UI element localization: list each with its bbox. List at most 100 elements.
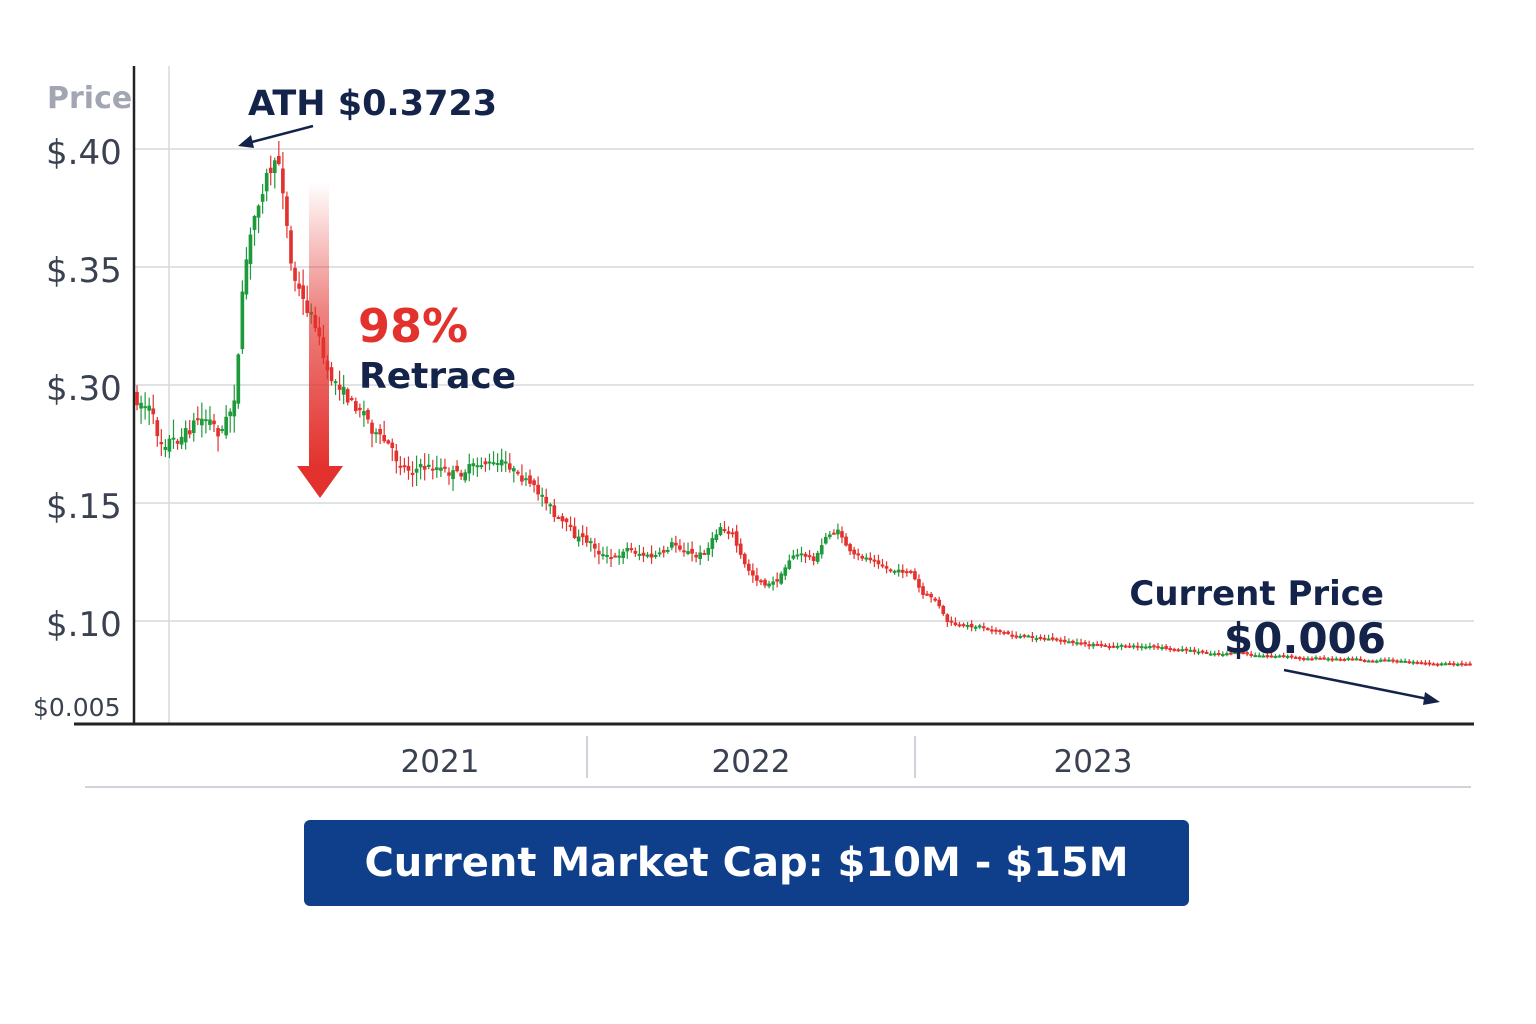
candle-body	[892, 570, 897, 573]
candle-body	[896, 569, 901, 573]
ath-arrow	[247, 124, 314, 145]
candle-body	[1200, 650, 1205, 653]
candle-body	[1439, 663, 1444, 666]
candle-body	[1058, 639, 1063, 642]
candle-body	[1010, 634, 1014, 637]
candle-body	[240, 291, 245, 350]
candle-body	[657, 552, 662, 555]
candle-body	[836, 529, 840, 535]
candle-body	[305, 300, 310, 313]
candle-body	[937, 599, 942, 607]
candle-body	[410, 472, 415, 475]
candle-body	[1253, 655, 1258, 658]
candle-body	[807, 555, 812, 558]
candle-body	[848, 544, 852, 552]
candle-body	[1054, 638, 1059, 641]
candle-body	[204, 419, 208, 422]
candle-body	[1407, 661, 1412, 664]
candle-body	[524, 478, 528, 481]
candle-body	[1038, 636, 1043, 639]
retrace-arrowhead	[297, 466, 343, 498]
candle-body	[386, 440, 391, 444]
candle-body	[451, 470, 455, 480]
candle-body	[216, 428, 220, 437]
candle-body	[167, 438, 172, 452]
candle-body	[1127, 645, 1132, 648]
candle-body	[228, 411, 233, 417]
candle-body	[147, 405, 152, 411]
candle-body	[191, 420, 196, 434]
candle-body	[613, 555, 617, 558]
candle-body	[686, 551, 690, 554]
market-cap-banner: Current Market Cap: $10M - $15M	[304, 820, 1189, 906]
candle-body	[763, 579, 767, 586]
candle-body	[435, 467, 439, 471]
candle-body	[990, 629, 994, 632]
candle-body	[1180, 649, 1185, 652]
candle-body	[1002, 631, 1006, 634]
candle-body	[414, 468, 419, 473]
candle-body	[844, 536, 848, 546]
candle-body	[690, 548, 694, 554]
candle-body	[179, 436, 184, 445]
market-cap-text: Current Market Cap: $10M - $15M	[364, 840, 1129, 886]
candle-body	[1423, 662, 1428, 665]
candle-body	[856, 553, 861, 556]
candle-body	[759, 580, 763, 583]
candle-body	[746, 563, 751, 571]
candle-body	[969, 623, 974, 628]
candle-body	[1042, 637, 1047, 640]
candle-body	[418, 464, 423, 468]
ath-label: ATH $0.3723	[248, 84, 497, 124]
candle-body	[382, 435, 386, 442]
candle-body	[572, 526, 577, 539]
candle-body	[787, 560, 792, 569]
candle-body	[718, 527, 723, 536]
candle-body	[329, 367, 334, 382]
candle-body	[645, 554, 650, 557]
candle-body	[443, 466, 447, 469]
candle-body	[900, 569, 905, 573]
candle-body	[1342, 658, 1347, 661]
candle-body	[528, 475, 532, 484]
candle-body	[917, 578, 921, 588]
candle-body	[252, 216, 257, 230]
candle-body	[1087, 644, 1091, 647]
candle-body	[495, 462, 500, 465]
candle-body	[941, 605, 946, 614]
candle-body	[775, 579, 779, 582]
candle-body	[1269, 655, 1274, 658]
candle-body	[516, 471, 520, 474]
candle-body	[945, 614, 950, 622]
candle-body	[1067, 641, 1071, 644]
candle-body	[1374, 660, 1379, 663]
candle-body	[678, 545, 682, 550]
candle-body	[637, 553, 642, 556]
candle-body	[649, 553, 654, 558]
candle-body	[1354, 658, 1359, 661]
candle-body	[1103, 644, 1108, 647]
candle-body	[1172, 648, 1177, 651]
candle-body	[799, 553, 804, 556]
candle-body	[961, 624, 966, 627]
candle-body	[1119, 644, 1124, 647]
candle-body	[665, 549, 670, 552]
candle-body	[868, 557, 873, 561]
candle-body	[260, 194, 265, 202]
candle-body	[986, 628, 990, 631]
candle-body	[349, 398, 354, 401]
candle-body	[402, 465, 407, 468]
candle-body	[1107, 646, 1112, 649]
candle-body	[1460, 663, 1464, 666]
candle-body	[949, 620, 954, 623]
retrace-label: Retrace	[359, 356, 516, 397]
candle-body	[366, 409, 370, 420]
candle-body	[143, 406, 147, 409]
candle-body	[1451, 663, 1456, 666]
y-tick-label: $.40	[46, 133, 122, 173]
candle-body	[1431, 663, 1436, 666]
candle-body	[175, 440, 180, 444]
candle-body	[953, 622, 958, 626]
candle-body	[1192, 649, 1197, 653]
candle-body	[455, 465, 459, 472]
